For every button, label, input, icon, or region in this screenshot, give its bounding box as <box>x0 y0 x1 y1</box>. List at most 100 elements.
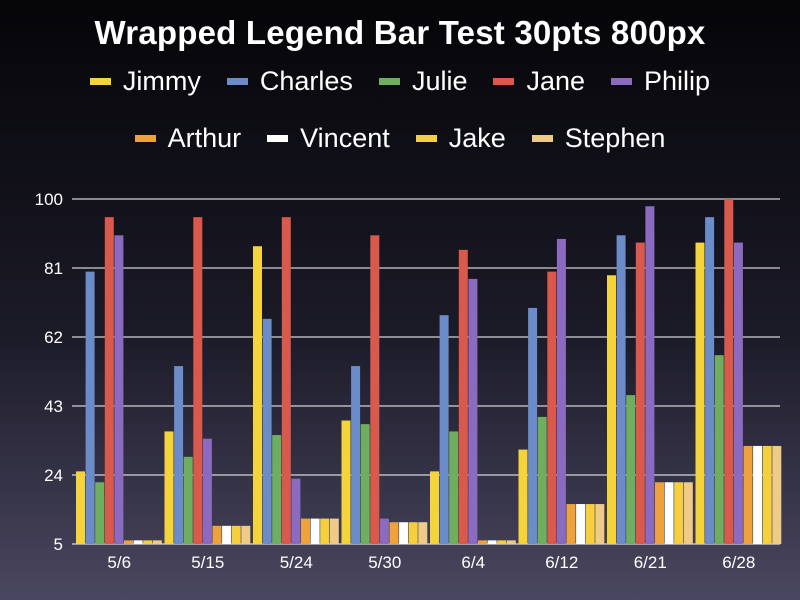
legend-swatch <box>134 135 156 142</box>
y-tick-label: 43 <box>44 397 63 416</box>
bar-vincent-6 <box>664 482 674 544</box>
bar-jane-6 <box>635 242 645 544</box>
bar-vincent-7 <box>753 445 763 544</box>
legend-label: Philip <box>644 66 711 96</box>
legend-swatch <box>378 78 400 85</box>
y-tick-label: 62 <box>44 328 63 347</box>
bar-philip-0 <box>114 235 124 544</box>
bar-jake-5 <box>585 504 595 544</box>
legend-swatch <box>493 78 515 85</box>
bar-stephen-3 <box>418 522 428 544</box>
bar-julie-7 <box>714 355 724 544</box>
bar-stephen-2 <box>329 518 339 544</box>
legend-label: Vincent <box>300 123 390 153</box>
legend-item-jake: Jake <box>415 123 506 154</box>
x-tick-label: 5/15 <box>191 553 224 572</box>
x-tick-label: 5/24 <box>280 553 313 572</box>
legend-item-julie: Julie <box>378 66 468 97</box>
legend-label: Charles <box>259 66 353 96</box>
bar-vincent-1 <box>222 525 232 544</box>
bar-jake-7 <box>762 445 772 544</box>
bar-vincent-5 <box>576 504 586 544</box>
bar-stephen-6 <box>683 482 693 544</box>
bar-arthur-1 <box>212 525 222 544</box>
legend-row-2: Arthur Vincent Jake Stephen <box>0 123 800 154</box>
bar-julie-2 <box>272 435 282 544</box>
bar-jane-7 <box>724 199 734 544</box>
legend-label: Jimmy <box>122 66 201 96</box>
bar-jake-4 <box>497 540 507 544</box>
bar-arthur-0 <box>124 540 133 544</box>
legend-item-jane: Jane <box>493 66 585 97</box>
legend-label: Jake <box>448 123 506 153</box>
bar-arthur-6 <box>655 482 664 544</box>
bar-jimmy-3 <box>341 420 351 544</box>
bar-jake-0 <box>143 540 153 544</box>
legend-label: Julie <box>411 66 468 96</box>
legend-swatch <box>226 78 248 85</box>
legend-item-jimmy: Jimmy <box>89 66 201 97</box>
bar-julie-6 <box>626 395 636 544</box>
bar-jane-5 <box>547 271 557 544</box>
bar-jane-3 <box>370 235 380 544</box>
bar-charles-5 <box>528 307 538 544</box>
bar-jimmy-7 <box>695 242 705 544</box>
x-tick-label: 6/28 <box>722 553 755 572</box>
bar-stephen-5 <box>595 504 605 544</box>
bar-jimmy-0 <box>76 471 85 544</box>
y-tick-label: 5 <box>54 535 63 554</box>
bar-stephen-1 <box>241 525 251 544</box>
bar-philip-2 <box>291 478 301 544</box>
bar-arthur-2 <box>301 518 310 544</box>
bar-arthur-5 <box>566 504 576 544</box>
bar-charles-3 <box>351 366 361 544</box>
legend-label: Stephen <box>564 123 666 153</box>
legend-swatch <box>531 135 553 142</box>
bar-julie-1 <box>183 456 193 544</box>
bar-jake-2 <box>320 518 330 544</box>
bar-stephen-0 <box>152 540 162 544</box>
x-tick-label: 6/4 <box>461 553 485 572</box>
legend-swatch <box>611 78 633 85</box>
bar-jake-3 <box>408 522 418 544</box>
bar-philip-6 <box>645 206 655 544</box>
bar-arthur-3 <box>389 522 399 544</box>
bar-arthur-7 <box>743 445 753 544</box>
legend-label: Jane <box>526 66 586 96</box>
legend-item-vincent: Vincent <box>267 123 390 154</box>
legend-swatch <box>267 135 289 142</box>
bar-julie-5 <box>537 416 547 544</box>
bar-jimmy-4 <box>430 471 439 544</box>
bar-charles-4 <box>439 315 449 544</box>
legend-item-stephen: Stephen <box>531 123 666 154</box>
x-tick-label: 5/6 <box>107 553 131 572</box>
bar-jane-1 <box>193 217 203 544</box>
bar-vincent-0 <box>133 540 143 544</box>
legend-item-arthur: Arthur <box>134 123 242 154</box>
bar-jane-2 <box>281 217 291 544</box>
bar-stephen-7 <box>772 445 782 544</box>
bar-vincent-4 <box>487 540 497 544</box>
bar-charles-6 <box>616 235 626 544</box>
x-tick-label: 6/21 <box>634 553 667 572</box>
bar-charles-0 <box>85 271 95 544</box>
bar-vincent-3 <box>399 522 409 544</box>
x-tick-label: 5/30 <box>368 553 401 572</box>
y-tick-label: 24 <box>44 466 63 485</box>
legend-row-1: Jimmy Charles Julie Jane Philip <box>0 66 800 97</box>
legend-item-philip: Philip <box>611 66 710 97</box>
legend-label: Arthur <box>167 123 242 153</box>
bar-jimmy-2 <box>253 246 262 545</box>
bar-philip-7 <box>733 242 743 544</box>
bar-jimmy-5 <box>518 449 528 544</box>
bar-vincent-2 <box>310 518 320 544</box>
bar-stephen-4 <box>506 540 516 544</box>
y-tick-label: 81 <box>44 259 63 278</box>
bar-jimmy-6 <box>607 275 616 544</box>
bar-jane-4 <box>458 249 468 544</box>
bar-jake-1 <box>231 525 241 544</box>
bar-charles-2 <box>262 318 272 544</box>
bar-arthur-4 <box>478 540 487 544</box>
